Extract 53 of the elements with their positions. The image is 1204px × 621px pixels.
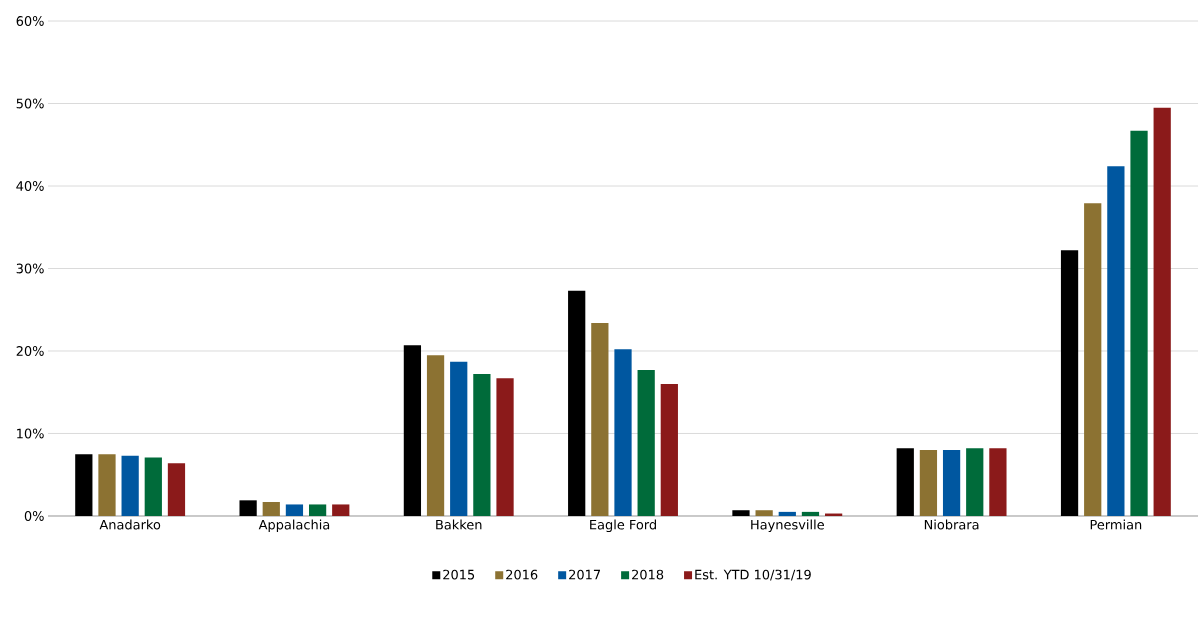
legend-label: 2017 (569, 569, 601, 580)
bar (1084, 203, 1102, 516)
bar (637, 369, 655, 516)
bar (239, 500, 257, 516)
x-tick-label: Anadarko (99, 519, 161, 530)
y-tick-label: 10% (17, 428, 44, 439)
bar (262, 501, 280, 516)
bar (1153, 107, 1171, 516)
bar (144, 457, 162, 516)
legend-label: 2015 (443, 569, 475, 580)
legend-label: Est. YTD 10/31/19 (695, 569, 811, 581)
bar (473, 374, 491, 516)
bar (966, 448, 984, 516)
y-tick-label: 60% (16, 16, 44, 26)
y-tick-label: 50% (16, 98, 44, 109)
x-tick-label: Haynesville (751, 519, 824, 533)
bar (121, 455, 139, 516)
y-tick-label: 30% (16, 263, 44, 274)
bar (942, 450, 961, 516)
bar (614, 349, 632, 516)
x-tick-label: Permian (1090, 519, 1142, 530)
bar (568, 290, 586, 516)
bar (1060, 250, 1079, 516)
x-tick-label: Niobrara (924, 519, 979, 530)
x-tick-label: Appalachia (258, 519, 330, 533)
bar (660, 384, 678, 516)
y-tick-label: 0% (24, 511, 44, 521)
x-tick-label: Bakken (436, 519, 482, 530)
bar (98, 454, 116, 516)
bar (801, 511, 820, 516)
bar (732, 510, 750, 516)
bar (403, 345, 422, 516)
bar (989, 448, 1007, 516)
bar (1130, 130, 1148, 516)
y-tick-label: 20% (16, 346, 44, 356)
bar (285, 504, 304, 516)
bar (308, 504, 327, 516)
bar (496, 378, 514, 516)
bar (896, 448, 914, 516)
bar (755, 510, 773, 516)
bar (778, 511, 796, 516)
x-tick-label: Eagle Ford (590, 519, 656, 533)
bar (75, 454, 93, 516)
bar (332, 504, 350, 516)
bar (1107, 166, 1125, 516)
bar (591, 322, 609, 516)
legend-label: 2016 (506, 569, 538, 580)
legend-label: 2018 (632, 569, 664, 580)
bar (919, 450, 938, 516)
bar (167, 463, 186, 516)
bar (426, 355, 445, 516)
bar (450, 361, 468, 516)
y-tick-label: 40% (16, 181, 44, 191)
